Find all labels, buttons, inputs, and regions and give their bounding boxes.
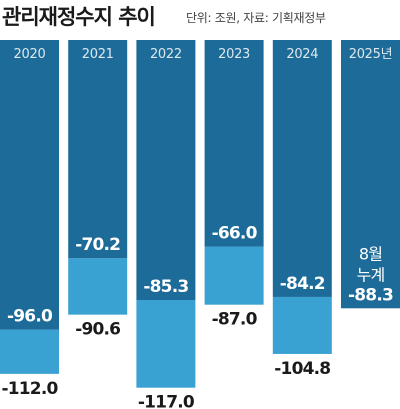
bar-main-2020: [0, 40, 59, 330]
chart-title: 관리재정수지 추이: [2, 5, 156, 29]
chart-subtitle: 단위: 조원, 자료: 기획재정부: [186, 11, 326, 25]
bar-total-2024: [272, 296, 332, 354]
bar-main-2024: [272, 40, 332, 297]
data-label-main-2022: -85.3: [143, 277, 188, 297]
tick-label-2020: 2020: [14, 47, 46, 62]
bar-main-2022: [136, 40, 196, 300]
tick-label-2023: 2023: [218, 47, 250, 62]
annotation-line-1: 8월: [359, 244, 382, 263]
data-label-total-2024: -104.8: [274, 359, 330, 379]
bar-total-2021: [68, 258, 128, 315]
tick-label-2025년: 2025년: [349, 47, 393, 62]
data-label-total-2020: -112.0: [1, 379, 58, 399]
chart-header: 관리재정수지 추이 단위: 조원, 자료: 기획재정부: [0, 0, 400, 30]
bar-main-2021: [68, 40, 128, 259]
data-label-main-2023: -66.0: [212, 224, 258, 244]
data-label-main-2025년: -88.3: [348, 285, 393, 305]
tick-label-2022: 2022: [150, 47, 182, 62]
bar-main-2023: [204, 40, 264, 247]
data-label-main-2021: -70.2: [75, 235, 120, 255]
data-label-total-2023: -87.0: [212, 310, 258, 330]
tick-label-2024: 2024: [286, 47, 318, 62]
bar-total-2023: [204, 246, 264, 305]
data-label-main-2020: -96.0: [7, 307, 53, 327]
bar-total-2020: [0, 329, 59, 374]
data-label-main-2024: -84.2: [280, 274, 325, 294]
data-label-total-2021: -90.6: [75, 320, 120, 340]
annotation-line-2: 누계: [357, 265, 385, 284]
tick-label-2021: 2021: [82, 47, 114, 62]
bar-main-2025년: [341, 40, 400, 309]
bar-total-2022: [136, 299, 196, 388]
data-label-total-2022: -117.0: [138, 393, 195, 409]
